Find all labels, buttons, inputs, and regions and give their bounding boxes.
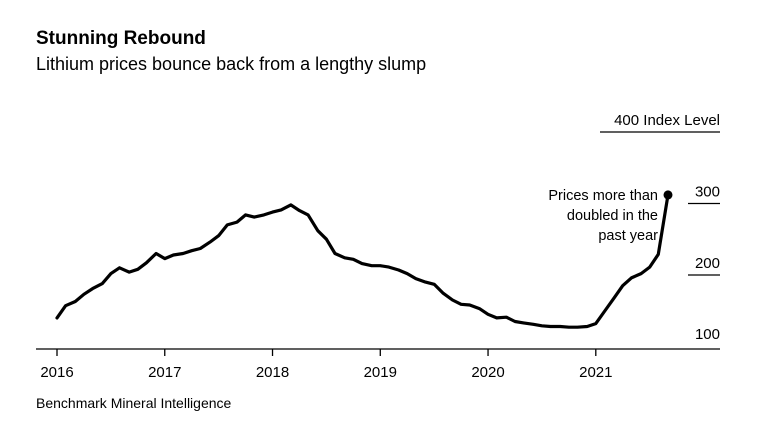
y-axis: 100 200 300 400 Index Level (600, 112, 720, 343)
series-end-point (663, 190, 673, 200)
x-tick-label-2019: 2019 (364, 364, 397, 381)
x-tick-label-2020: 2020 (471, 364, 504, 381)
x-axis: 2016 2017 2018 2019 2020 2021 (36, 348, 720, 381)
x-tick-label-2018: 2018 (256, 364, 289, 381)
chart-subtitle: Lithium prices bounce back from a length… (36, 54, 427, 74)
x-tick-label-2016: 2016 (40, 364, 73, 381)
y-tick-label-400: 400 Index Level (614, 112, 720, 129)
x-tick-label-2017: 2017 (148, 364, 181, 381)
y-tick-label-300: 300 (695, 183, 720, 200)
annotation-line-2: past year (598, 228, 658, 244)
annotation-line-0: Prices more than (548, 188, 658, 204)
y-tick-label-200: 200 (695, 255, 720, 272)
annotation-layer: Prices more than doubled in the past year (548, 188, 658, 244)
x-tick-label-2021: 2021 (579, 364, 612, 381)
annotation-line-1: doubled in the (567, 208, 658, 224)
series-line-0 (55, 193, 670, 329)
series-layer (55, 190, 673, 329)
y-tick-label-100: 100 (695, 326, 720, 343)
source-note: Benchmark Mineral Intelligence (36, 395, 232, 411)
chart-title: Stunning Rebound (36, 28, 206, 49)
